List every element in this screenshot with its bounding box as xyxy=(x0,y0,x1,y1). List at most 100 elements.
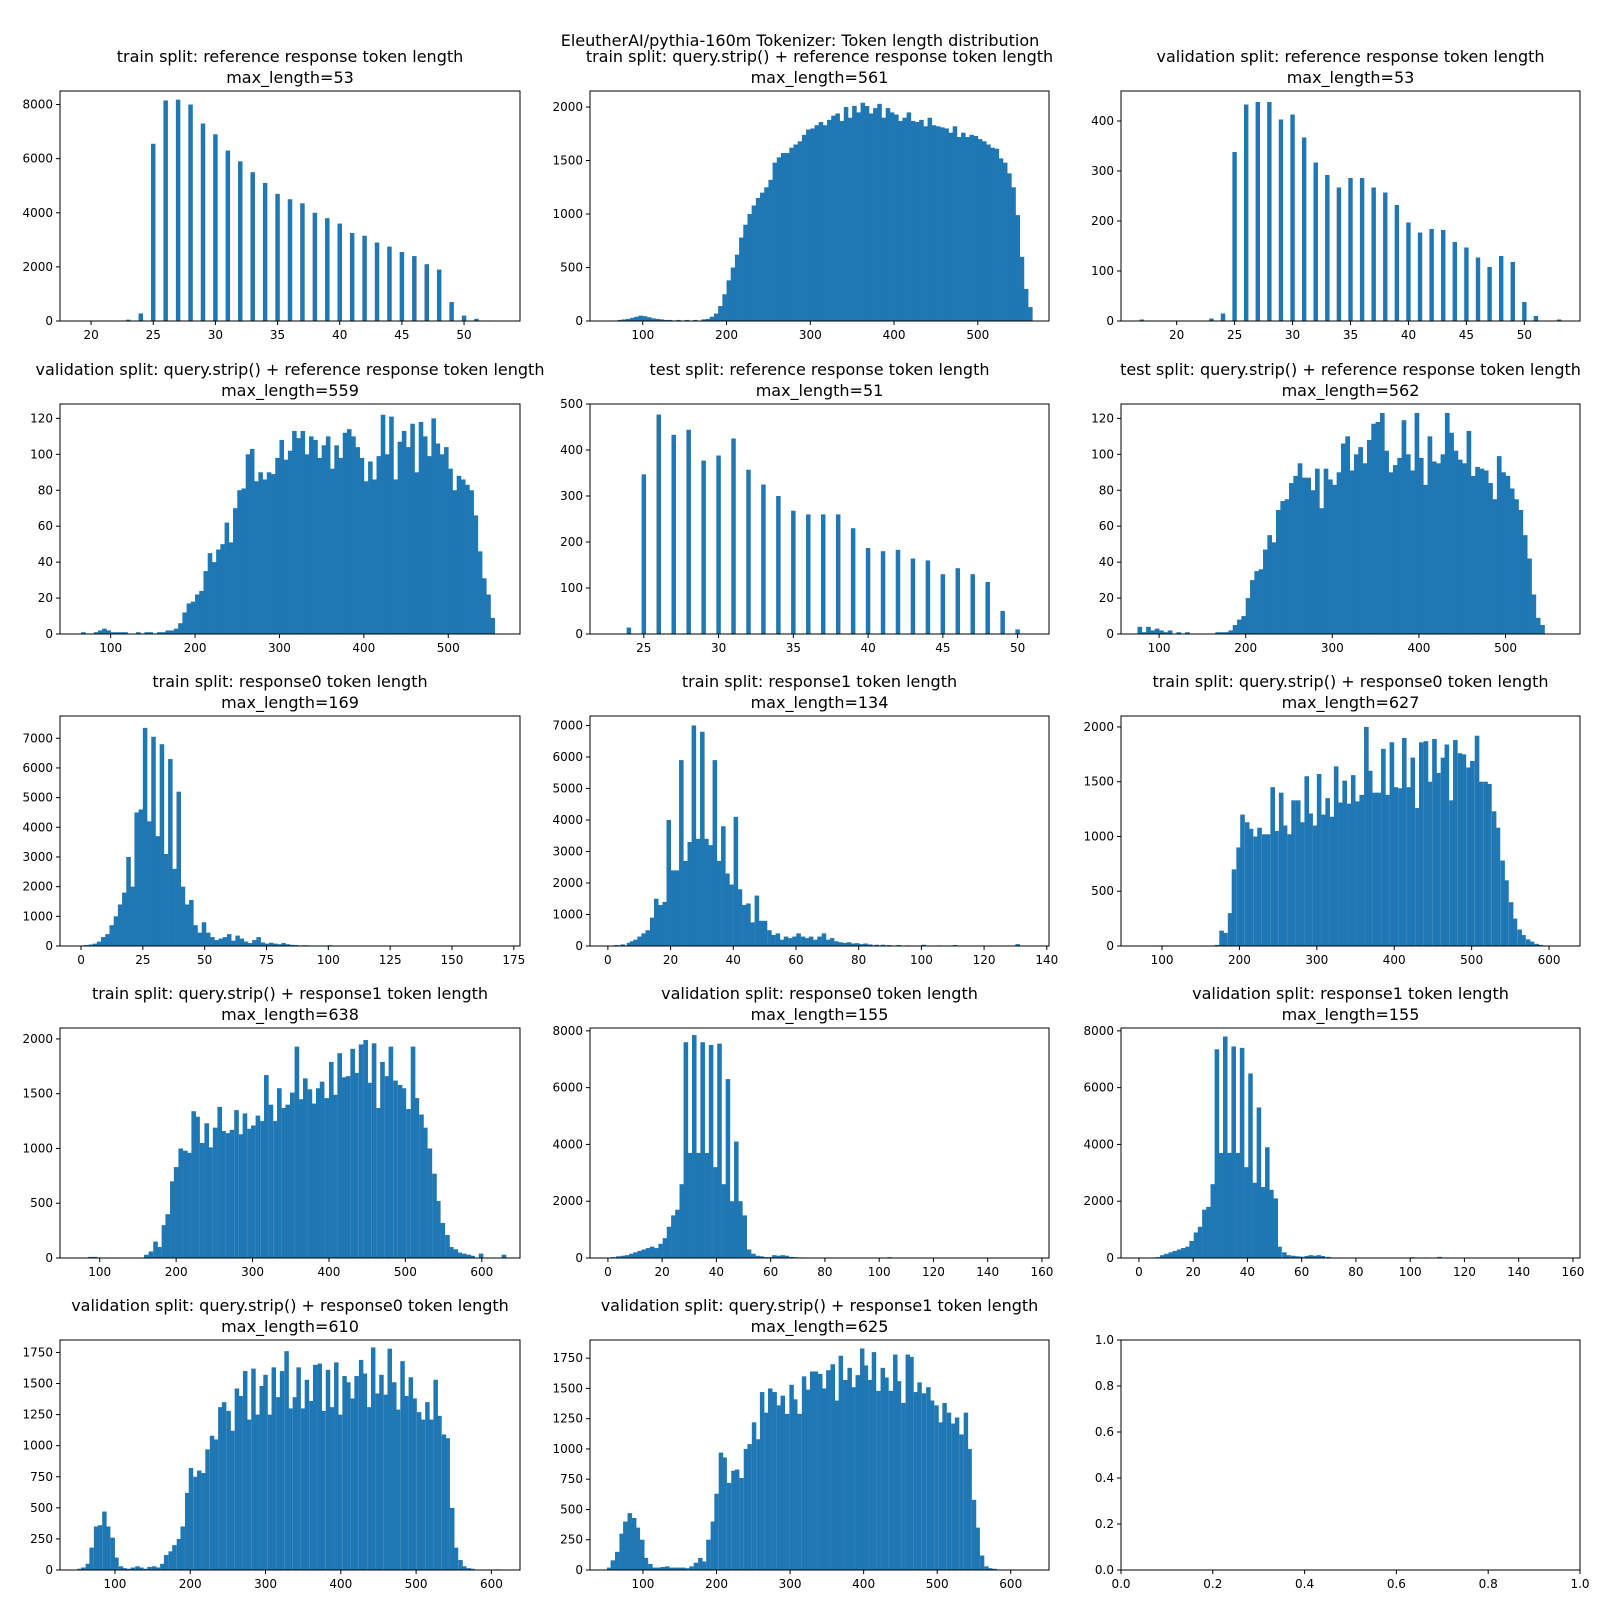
histogram-bin xyxy=(793,144,799,321)
y-tick-label: 6000 xyxy=(22,761,53,775)
subplot-title: test split: reference response token len… xyxy=(649,360,989,379)
histogram-bin xyxy=(759,1392,765,1570)
histogram-bin xyxy=(169,630,175,634)
y-tick-label: 1000 xyxy=(22,909,53,923)
histogram-bin xyxy=(695,838,701,946)
histogram-bin xyxy=(693,1562,699,1570)
x-tick-label: 30 xyxy=(711,641,726,655)
histogram-bin xyxy=(685,1568,691,1570)
histogram-bin xyxy=(801,1376,807,1570)
histogram-bin xyxy=(629,941,635,946)
x-tick-label: 40 xyxy=(726,953,741,967)
histogram-bin xyxy=(1359,794,1365,946)
subplot-subtitle: max_length=561 xyxy=(751,68,889,88)
y-tick-label: 6000 xyxy=(1083,1081,1114,1095)
histogram-bin xyxy=(627,1513,632,1570)
histogram-bin xyxy=(762,920,768,946)
histogram-bin xyxy=(1282,825,1288,946)
histogram-bin xyxy=(252,940,257,946)
chart-bar xyxy=(1220,313,1226,321)
chart-bar xyxy=(776,496,781,634)
histogram-bin xyxy=(1338,802,1344,946)
histogram-bin xyxy=(354,1072,359,1258)
histogram-bin xyxy=(184,1492,190,1570)
histogram-bin xyxy=(898,120,903,321)
y-tick-label: 40 xyxy=(1099,555,1114,569)
histogram-bin xyxy=(863,1365,869,1570)
histogram-bin xyxy=(144,632,149,634)
histogram-bin xyxy=(201,1473,207,1570)
histogram-bin xyxy=(956,137,962,321)
histogram-bin xyxy=(1310,490,1316,634)
histogram-bin xyxy=(241,488,247,634)
y-tick-label: 0.4 xyxy=(1095,1471,1114,1485)
chart-bar xyxy=(325,218,330,321)
histogram-bin xyxy=(93,1526,99,1570)
histogram-bin xyxy=(209,1435,215,1570)
histogram-bin xyxy=(203,571,209,634)
histogram-bin xyxy=(452,490,458,634)
histogram-bin xyxy=(477,551,483,634)
histogram-bin xyxy=(1241,616,1247,634)
chart-bar xyxy=(1406,222,1411,321)
histogram-bin xyxy=(1364,726,1369,946)
histogram-bin xyxy=(827,119,832,321)
subplot-2: 100 200 300 400 500 0 500 1000 1500 2000 train spl… xyxy=(552,47,1053,342)
histogram-bin xyxy=(818,122,824,321)
x-tick-label: 60 xyxy=(1294,1265,1309,1279)
y-tick-label: 2000 xyxy=(22,1032,53,1046)
histogram-bin xyxy=(986,144,991,321)
x-tick-label: 80 xyxy=(1348,1265,1363,1279)
histogram-bin xyxy=(693,319,698,321)
chart-bar xyxy=(175,99,181,322)
histogram-bin xyxy=(207,553,213,634)
histogram-bin xyxy=(871,1352,877,1570)
histogram-bin xyxy=(122,892,127,946)
histogram-bin xyxy=(726,1482,732,1570)
histogram-bin xyxy=(1381,748,1386,946)
chart-bar xyxy=(865,547,871,634)
histogram-bin xyxy=(273,1121,278,1258)
histogram-bin xyxy=(965,137,970,321)
chart-bar xyxy=(250,172,255,321)
y-tick-label: 0 xyxy=(45,1563,53,1577)
subplot-title: train split: query.strip() + reference r… xyxy=(586,47,1053,66)
histogram-bin xyxy=(1379,412,1385,634)
histogram-bin xyxy=(1308,1255,1314,1258)
histogram-bin xyxy=(1437,1256,1442,1258)
y-tick-label: 60 xyxy=(1099,519,1114,533)
x-tick-label: 200 xyxy=(705,1577,728,1591)
histogram-bin xyxy=(696,1152,701,1258)
histogram-bin xyxy=(186,603,192,634)
histogram-bin xyxy=(804,938,810,946)
histogram-bin xyxy=(944,128,949,321)
histogram-bin xyxy=(161,1225,167,1258)
chart-bar xyxy=(820,514,826,634)
subplot-11: 0 20 40 60 80 100 120 140 160 0 2000 4000 6000 8000 va… xyxy=(552,984,1053,1279)
x-tick-label: 20 xyxy=(1169,328,1184,342)
histogram-bin xyxy=(822,125,828,321)
y-tick-label: 1000 xyxy=(22,1141,53,1155)
y-tick-label: 100 xyxy=(30,447,53,461)
histogram-bin xyxy=(1271,542,1277,634)
x-tick-label: 500 xyxy=(394,1265,417,1279)
axes-frame xyxy=(589,1027,1050,1259)
histogram-bin xyxy=(1457,753,1463,946)
histogram-bin xyxy=(683,860,688,946)
histogram-bin xyxy=(212,1127,218,1258)
histogram-bin xyxy=(163,1555,169,1570)
histogram-bin xyxy=(1270,787,1275,946)
x-tick-label: 25 xyxy=(636,641,651,655)
histogram-bin xyxy=(444,447,449,634)
histogram-bin xyxy=(1260,1187,1266,1258)
chart-bar xyxy=(312,212,318,321)
y-tick-label: 6000 xyxy=(552,1081,583,1095)
histogram-bin xyxy=(155,1567,161,1570)
histogram-bin xyxy=(674,870,680,946)
histogram-bin xyxy=(1240,814,1245,946)
histogram-bin xyxy=(251,1368,256,1570)
histogram-bin xyxy=(679,1184,685,1258)
histogram-bin xyxy=(619,1533,624,1570)
histogram-bin xyxy=(788,938,793,946)
histogram-bin xyxy=(1321,814,1327,946)
